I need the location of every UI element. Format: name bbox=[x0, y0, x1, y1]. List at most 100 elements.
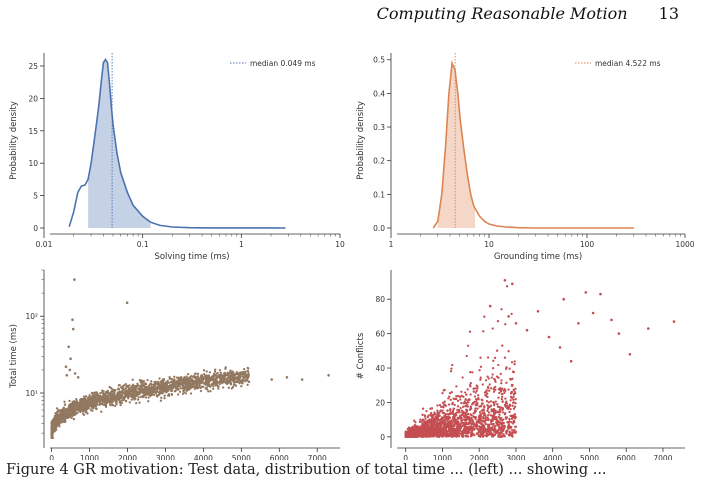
scatter-point bbox=[436, 413, 440, 416]
scatter-point bbox=[408, 432, 411, 436]
scatter-point bbox=[202, 369, 206, 372]
scatter-point bbox=[490, 410, 493, 413]
scatter-point bbox=[504, 323, 507, 326]
scatter-point bbox=[474, 403, 477, 406]
scatter-point bbox=[196, 386, 200, 390]
scatter-point bbox=[69, 407, 73, 410]
scatter-point bbox=[203, 382, 206, 385]
y-tick-label: 0 bbox=[380, 433, 385, 442]
scatter-point bbox=[438, 419, 442, 422]
scatter-point bbox=[456, 394, 460, 398]
scatter-point bbox=[431, 414, 435, 418]
scatter-point bbox=[108, 394, 112, 397]
scatter-point bbox=[507, 388, 510, 391]
scatter-point bbox=[60, 416, 63, 419]
scatter-point bbox=[104, 405, 108, 408]
scatter-point bbox=[467, 428, 470, 431]
scatter-point bbox=[139, 395, 143, 399]
scatter-point bbox=[222, 380, 226, 384]
y-tick-label: 10 bbox=[28, 159, 38, 168]
scatter-point bbox=[492, 407, 496, 411]
scatter-point bbox=[422, 431, 425, 435]
scatter-point bbox=[127, 387, 130, 391]
scatter-point bbox=[198, 384, 201, 387]
scatter-point bbox=[496, 320, 500, 323]
scatter-point bbox=[506, 405, 510, 408]
scatter-point bbox=[114, 389, 117, 392]
scatter-point bbox=[136, 391, 139, 394]
scatter-point bbox=[413, 432, 416, 436]
scatter-point bbox=[115, 400, 118, 403]
scatter-point bbox=[414, 421, 417, 424]
scatter-point bbox=[205, 370, 208, 373]
scatter-point bbox=[430, 429, 433, 433]
scatter-point bbox=[492, 435, 495, 438]
scatter-point bbox=[511, 404, 514, 407]
scatter-point bbox=[419, 428, 423, 432]
scatter-point bbox=[171, 384, 174, 387]
scatter-point-outlier bbox=[67, 345, 70, 349]
scatter-point bbox=[234, 376, 237, 379]
scatter-point bbox=[70, 416, 73, 420]
scatter-point bbox=[424, 417, 427, 420]
scatter-point bbox=[67, 407, 71, 411]
scatter-point bbox=[173, 375, 176, 378]
x-axis-label: Grounding time (ms) bbox=[494, 252, 582, 262]
scatter-point bbox=[106, 390, 109, 393]
scatter-point bbox=[500, 382, 503, 385]
scatter-point bbox=[65, 415, 68, 418]
scatter-point bbox=[200, 377, 203, 380]
scatter-point bbox=[500, 425, 503, 429]
scatter-point bbox=[480, 434, 484, 437]
scatter-point bbox=[90, 399, 93, 403]
scatter-point bbox=[456, 425, 459, 428]
scatter-point bbox=[165, 383, 168, 386]
scatter-point-outlier bbox=[599, 292, 602, 296]
scatter-point bbox=[495, 349, 499, 352]
scatter-point bbox=[457, 435, 461, 438]
scatter-point bbox=[499, 427, 503, 431]
scatter-point bbox=[198, 382, 202, 385]
scatter-point bbox=[103, 396, 107, 399]
scatter-point bbox=[486, 403, 489, 407]
scatter-point bbox=[214, 382, 218, 385]
scatter-point bbox=[186, 372, 190, 376]
scatter-point bbox=[460, 390, 463, 393]
scatter-point bbox=[460, 432, 463, 436]
scatter-point bbox=[233, 380, 236, 384]
x-tick-label: 10 bbox=[484, 240, 494, 249]
scatter-point bbox=[424, 420, 427, 423]
scatter-point bbox=[491, 327, 494, 330]
scatter-point bbox=[216, 376, 219, 380]
scatter-point bbox=[476, 402, 479, 405]
scatter-point bbox=[471, 420, 475, 423]
scatter-point bbox=[468, 425, 471, 428]
scatter-point bbox=[468, 431, 471, 434]
scatter-point bbox=[51, 422, 54, 425]
scatter-point bbox=[162, 378, 166, 382]
scatter-point bbox=[465, 404, 468, 408]
scatter-point-outlier bbox=[247, 380, 251, 384]
scatter-point bbox=[483, 431, 486, 434]
scatter-point bbox=[433, 421, 436, 424]
scatter-point bbox=[514, 402, 517, 405]
scatter-point bbox=[205, 383, 208, 386]
scatter-point bbox=[98, 402, 102, 405]
scatter-point bbox=[512, 398, 515, 401]
scatter-point bbox=[194, 372, 197, 375]
scatter-point bbox=[479, 427, 482, 430]
scatter-point bbox=[492, 410, 495, 413]
scatter-point bbox=[500, 419, 504, 422]
scatter-point bbox=[106, 400, 109, 404]
scatter-point bbox=[430, 417, 433, 421]
scatter-point bbox=[472, 390, 475, 393]
scatter-point bbox=[439, 409, 442, 412]
scatter-point-outlier bbox=[547, 335, 551, 339]
scatter-point bbox=[84, 407, 88, 410]
scatter-point bbox=[499, 435, 502, 438]
scatter-point bbox=[511, 431, 514, 435]
scatter-point bbox=[467, 344, 470, 347]
scatter-point bbox=[59, 421, 62, 424]
scatter-point bbox=[479, 365, 483, 368]
